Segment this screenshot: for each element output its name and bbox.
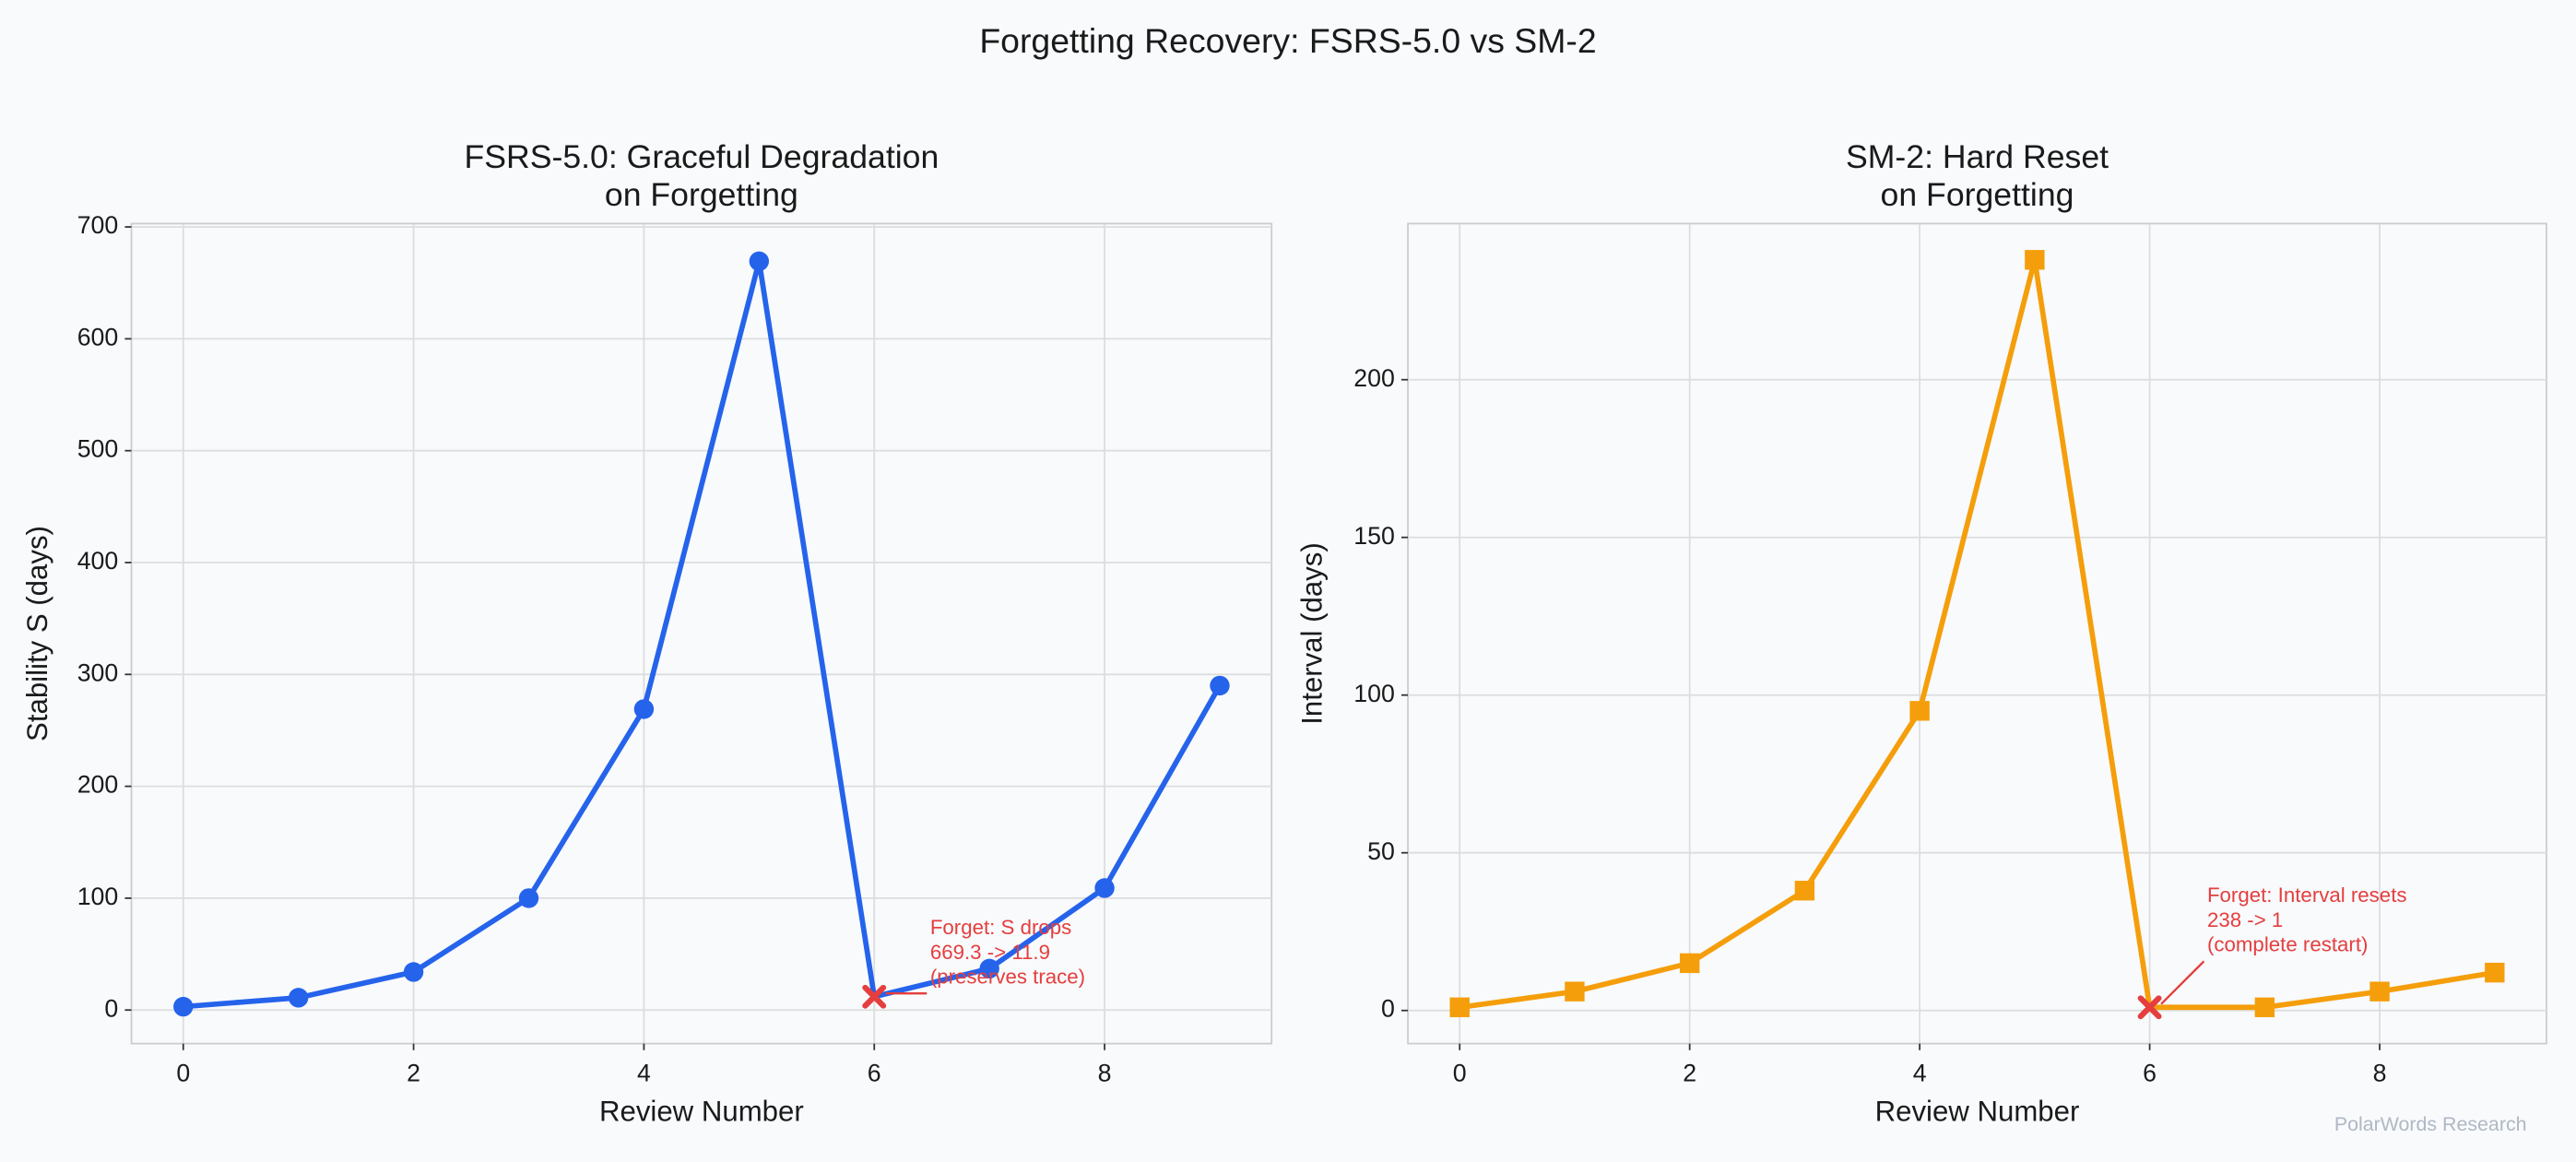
y-axis-label: Stability S (days) bbox=[21, 526, 53, 741]
y-tick-label: 150 bbox=[1353, 522, 1395, 550]
data-point bbox=[403, 962, 424, 982]
data-point bbox=[2369, 981, 2390, 1002]
x-tick-label: 0 bbox=[176, 1060, 190, 1087]
subplot-title: SM-2: Hard Reset on Forgetting bbox=[1846, 138, 2109, 213]
annotation-line: 238 -> 1 bbox=[2207, 908, 2283, 931]
subplot-title-line: FSRS-5.0: Graceful Degradation bbox=[464, 138, 939, 175]
data-point bbox=[1094, 878, 1115, 898]
x-axis-label: Review Number bbox=[599, 1095, 804, 1127]
x-tick-label: 8 bbox=[1098, 1060, 1112, 1087]
x-tick-label: 2 bbox=[407, 1060, 420, 1087]
annotation: Forget: Interval resets 238 -> 1 (complete… bbox=[2207, 883, 2407, 955]
data-point bbox=[1210, 675, 1230, 696]
x-tick-label: 2 bbox=[1683, 1060, 1696, 1087]
y-tick-label: 100 bbox=[1353, 680, 1395, 707]
data-point bbox=[173, 996, 194, 1017]
subplot-title-line: on Forgetting bbox=[1881, 176, 2074, 213]
data-point bbox=[1794, 881, 1815, 901]
x-tick-label: 8 bbox=[2373, 1060, 2387, 1087]
data-point bbox=[979, 958, 999, 979]
y-tick-label: 600 bbox=[77, 323, 119, 350]
y-tick-label: 500 bbox=[77, 435, 119, 463]
x-tick-label: 4 bbox=[637, 1060, 651, 1087]
data-point bbox=[2485, 962, 2505, 983]
annotation-line: (preserves trace) bbox=[930, 966, 1085, 989]
forget-marker bbox=[862, 984, 887, 1009]
plot-area bbox=[130, 222, 1273, 1045]
x-tick-label: 4 bbox=[1913, 1060, 1927, 1087]
annotation-line: Forget: S drops bbox=[930, 916, 1071, 939]
subplot-title-line: SM-2: Hard Reset bbox=[1846, 138, 2109, 175]
y-tick-label: 0 bbox=[104, 994, 118, 1022]
x-tick-label: 6 bbox=[868, 1060, 881, 1087]
plot-area bbox=[1407, 222, 2547, 1045]
annotation-line: (complete restart) bbox=[2207, 933, 2368, 956]
forget-marker bbox=[2137, 995, 2162, 1020]
subplot: SM-2: Hard Reset on Forgetting05010015020… bbox=[1296, 138, 2547, 1127]
data-point bbox=[1909, 701, 1930, 721]
data-point bbox=[288, 988, 309, 1008]
annotation-line: Forget: Interval resets bbox=[2207, 883, 2407, 907]
annotation-line: 669.3 -> 11.9 bbox=[930, 941, 1050, 964]
data-point bbox=[1679, 953, 1700, 974]
data-line bbox=[1459, 256, 2496, 1011]
data-point bbox=[1565, 981, 1585, 1002]
y-tick-label: 300 bbox=[77, 658, 119, 686]
watermark: PolarWords Research bbox=[2334, 1113, 2527, 1135]
x-tick-label: 0 bbox=[1453, 1060, 1467, 1087]
data-point bbox=[1449, 997, 1470, 1017]
data-line bbox=[183, 258, 1223, 1010]
y-tick-label: 400 bbox=[77, 547, 119, 575]
x-tick-label: 6 bbox=[2143, 1060, 2157, 1087]
data-point bbox=[749, 251, 770, 272]
y-tick-label: 200 bbox=[77, 771, 119, 799]
x-axis-label: Review Number bbox=[1875, 1095, 2080, 1127]
y-tick-label: 700 bbox=[77, 211, 119, 239]
y-tick-label: 200 bbox=[1353, 364, 1395, 392]
annotation-arrow bbox=[2160, 960, 2205, 1005]
data-point bbox=[2254, 997, 2275, 1017]
y-tick-label: 0 bbox=[1381, 995, 1395, 1023]
data-point bbox=[2025, 250, 2045, 270]
y-tick-label: 50 bbox=[1367, 837, 1395, 865]
subplot-title-line: on Forgetting bbox=[605, 176, 798, 213]
annotation: Forget: S drops 669.3 -> 11.9 (preserves t… bbox=[930, 916, 1085, 988]
figure-title: Forgetting Recovery: FSRS-5.0 vs SM-2 bbox=[979, 21, 1596, 60]
subplot: FSRS-5.0: Graceful Degradation on Forgett… bbox=[21, 138, 1273, 1127]
y-axis-label: Interval (days) bbox=[1296, 542, 1329, 725]
y-tick-label: 100 bbox=[77, 883, 119, 910]
data-point bbox=[518, 888, 539, 908]
data-point bbox=[633, 699, 655, 719]
subplot-title: FSRS-5.0: Graceful Degradation on Forgett… bbox=[464, 138, 939, 213]
